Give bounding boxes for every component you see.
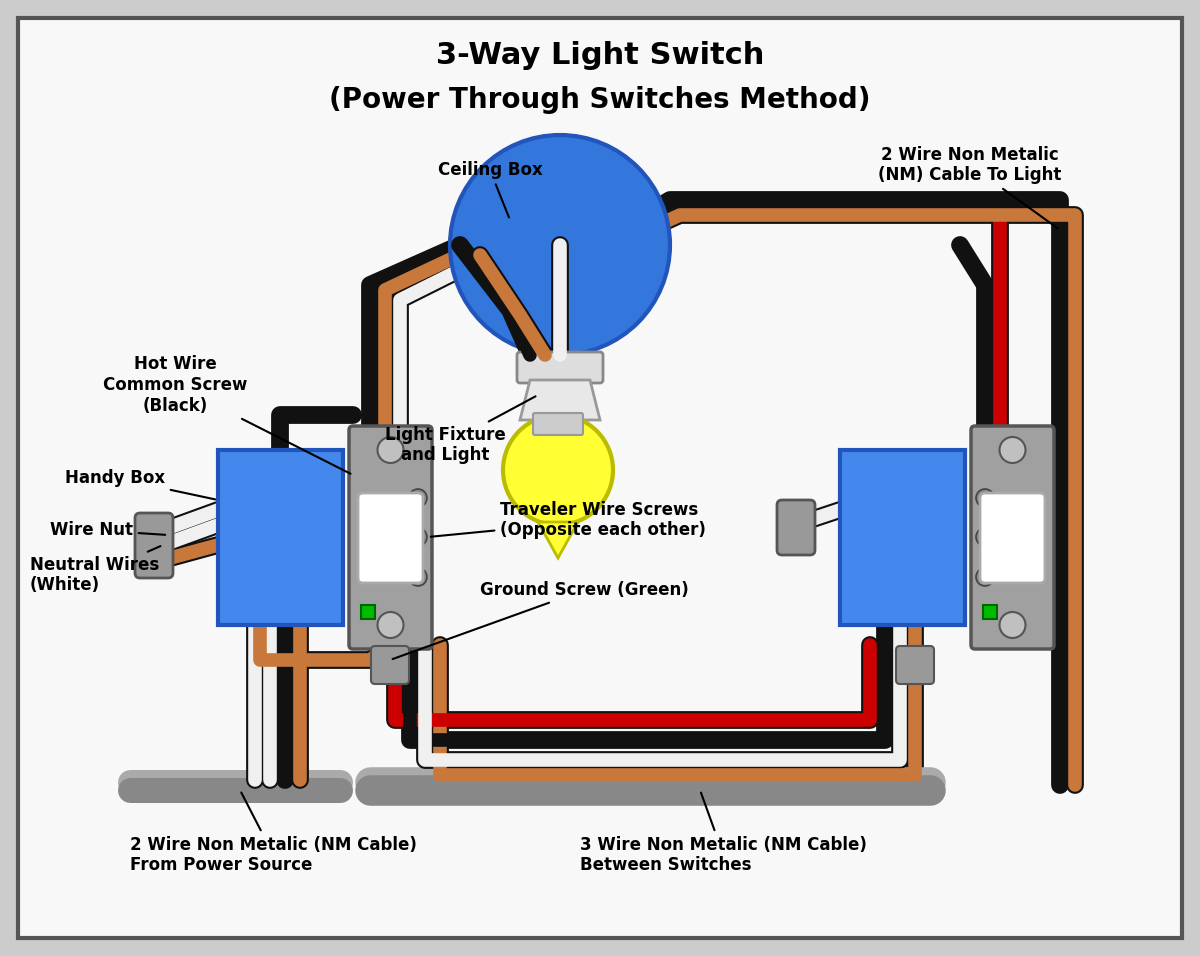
Text: Hot Wire
Common Screw
(Black): Hot Wire Common Screw (Black) [103,356,350,474]
Circle shape [1000,437,1026,463]
FancyBboxPatch shape [533,413,583,435]
Circle shape [409,528,427,546]
Circle shape [450,135,670,355]
Text: Light Fixture
and Light: Light Fixture and Light [385,397,535,465]
Bar [361,605,374,619]
Polygon shape [538,522,578,558]
Text: Neutral Wires
(White): Neutral Wires (White) [30,546,161,595]
Circle shape [976,568,994,586]
FancyBboxPatch shape [896,646,934,684]
Text: Wire Nut: Wire Nut [50,521,166,539]
FancyBboxPatch shape [134,513,173,578]
Text: (Power Through Switches Method): (Power Through Switches Method) [329,86,871,114]
Bar [840,450,965,625]
Circle shape [976,528,994,546]
Circle shape [409,489,427,507]
FancyBboxPatch shape [358,493,424,583]
FancyBboxPatch shape [371,646,409,684]
Text: 3 Wire Non Metalic (NM Cable)
Between Switches: 3 Wire Non Metalic (NM Cable) Between Sw… [580,793,866,875]
Text: Ceiling Box: Ceiling Box [438,161,542,217]
Bar [983,605,997,619]
FancyBboxPatch shape [971,426,1054,649]
Text: 2 Wire Non Metalic
(NM) Cable To Light: 2 Wire Non Metalic (NM) Cable To Light [878,145,1062,228]
FancyBboxPatch shape [349,426,432,649]
Text: Traveler Wire Screws
(Opposite each other): Traveler Wire Screws (Opposite each othe… [431,501,706,539]
Text: 2 Wire Non Metalic (NM Cable)
From Power Source: 2 Wire Non Metalic (NM Cable) From Power… [130,793,416,875]
FancyBboxPatch shape [980,493,1045,583]
Text: 3-Way Light Switch: 3-Way Light Switch [436,40,764,70]
FancyBboxPatch shape [517,352,604,383]
FancyBboxPatch shape [778,500,815,555]
Polygon shape [520,380,600,420]
Bar [218,450,343,625]
Text: Handy Box: Handy Box [65,469,215,499]
Circle shape [503,415,613,525]
Text: Ground Screw (Green): Ground Screw (Green) [392,581,689,659]
Circle shape [976,489,994,507]
Circle shape [378,612,403,638]
Circle shape [409,568,427,586]
Circle shape [1000,612,1026,638]
Circle shape [378,437,403,463]
